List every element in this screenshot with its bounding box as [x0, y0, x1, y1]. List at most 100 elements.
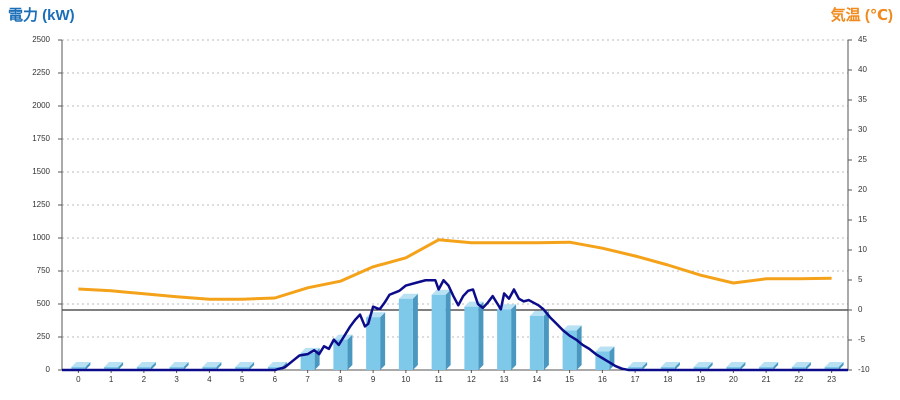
bar-top [660, 362, 680, 367]
bar-top [267, 362, 287, 367]
y-tick-label: 250 [37, 332, 51, 341]
x-tick-label: 9 [371, 375, 376, 384]
bar [726, 367, 741, 370]
bar-side [576, 325, 582, 370]
bar [693, 367, 708, 370]
y2-tick-label: 45 [858, 35, 867, 44]
bar-top [562, 325, 582, 331]
y-tick-label: 1500 [32, 167, 50, 176]
y2-tick-label: 0 [858, 305, 863, 314]
y2-tick-label: 30 [858, 125, 867, 134]
bar-top [104, 362, 124, 367]
y2-tick-label: -5 [858, 335, 866, 344]
x-tick-label: 0 [76, 375, 81, 384]
bar [104, 367, 119, 370]
x-tick-label: 5 [240, 375, 245, 384]
bar [464, 306, 479, 370]
bar [562, 330, 577, 370]
bar-side [674, 362, 680, 370]
x-tick-label: 14 [532, 375, 541, 384]
y-tick-label: 2000 [32, 101, 50, 110]
bar-side [511, 304, 517, 370]
bar-side [347, 334, 353, 370]
x-tick-label: 17 [631, 375, 640, 384]
y-tick-label: 1000 [32, 233, 50, 242]
bar [824, 367, 839, 370]
x-tick-label: 19 [696, 375, 705, 384]
x-tick-label: 10 [401, 375, 410, 384]
x-tick-label: 18 [663, 375, 672, 384]
bar-side [838, 362, 844, 370]
bar-side [380, 312, 386, 370]
y2-tick-label: 5 [858, 275, 863, 284]
y-tick-label: 2250 [32, 68, 50, 77]
bar [202, 367, 217, 370]
bar [628, 367, 643, 370]
bar-side [183, 362, 189, 370]
bar-top [235, 362, 255, 367]
y2-tick-label: 35 [858, 95, 867, 104]
y-axis-title: 電力 (kW) [8, 6, 75, 24]
bar-top [398, 293, 418, 299]
x-tick-label: 16 [598, 375, 607, 384]
y-tick-label: 1250 [32, 200, 50, 209]
bar [660, 367, 675, 370]
x-tick-label: 13 [500, 375, 509, 384]
x-tick-label: 20 [729, 375, 738, 384]
bar-top [693, 362, 713, 367]
bar-top [791, 362, 811, 367]
x-tick-label: 11 [434, 375, 443, 384]
y2-tick-label: 15 [858, 215, 867, 224]
bar-side [412, 293, 418, 370]
bar-side [216, 362, 222, 370]
x-tick-label: 22 [794, 375, 803, 384]
bar-side [543, 310, 549, 370]
bar-side [707, 362, 713, 370]
line [78, 238, 832, 301]
bar-side [805, 362, 811, 370]
x-tick-label: 21 [762, 375, 771, 384]
bar-side [445, 289, 451, 370]
x-tick-label: 8 [338, 375, 343, 384]
bar [759, 367, 774, 370]
bar-top [726, 362, 746, 367]
bar [497, 309, 512, 370]
bar-side [478, 301, 484, 370]
bar [136, 367, 151, 370]
bar [791, 367, 806, 370]
bar [235, 367, 250, 370]
bar [333, 339, 348, 370]
bar-top [759, 362, 779, 367]
y2-tick-label: 10 [858, 245, 867, 254]
y-tick-label: 0 [46, 365, 51, 374]
x-tick-label: 2 [142, 375, 147, 384]
bar-side [249, 362, 255, 370]
x-tick-label: 23 [827, 375, 836, 384]
x-tick-label: 1 [109, 375, 114, 384]
y2-tick-label: 20 [858, 185, 867, 194]
bar [366, 317, 381, 370]
bar-side [740, 362, 746, 370]
bar [267, 367, 282, 370]
x-tick-label: 3 [174, 375, 179, 384]
bar-top [169, 362, 189, 367]
x-tick-label: 12 [467, 375, 476, 384]
y2-tick-label: 40 [858, 65, 867, 74]
y2-tick-label: -10 [858, 365, 870, 374]
bar [71, 367, 86, 370]
bar [431, 294, 446, 370]
bar-side [642, 362, 648, 370]
bar-top [202, 362, 222, 367]
x-tick-label: 7 [305, 375, 310, 384]
bar-top [628, 362, 648, 367]
line [62, 278, 848, 372]
bar-side [118, 362, 124, 370]
bar-side [85, 362, 91, 370]
y2-axis-title: 気温 (℃) [831, 6, 893, 24]
bar-top [431, 289, 451, 295]
bar [398, 298, 413, 370]
x-tick-label: 15 [565, 375, 574, 384]
bar-top [71, 362, 91, 367]
y-tick-label: 2500 [32, 35, 50, 44]
